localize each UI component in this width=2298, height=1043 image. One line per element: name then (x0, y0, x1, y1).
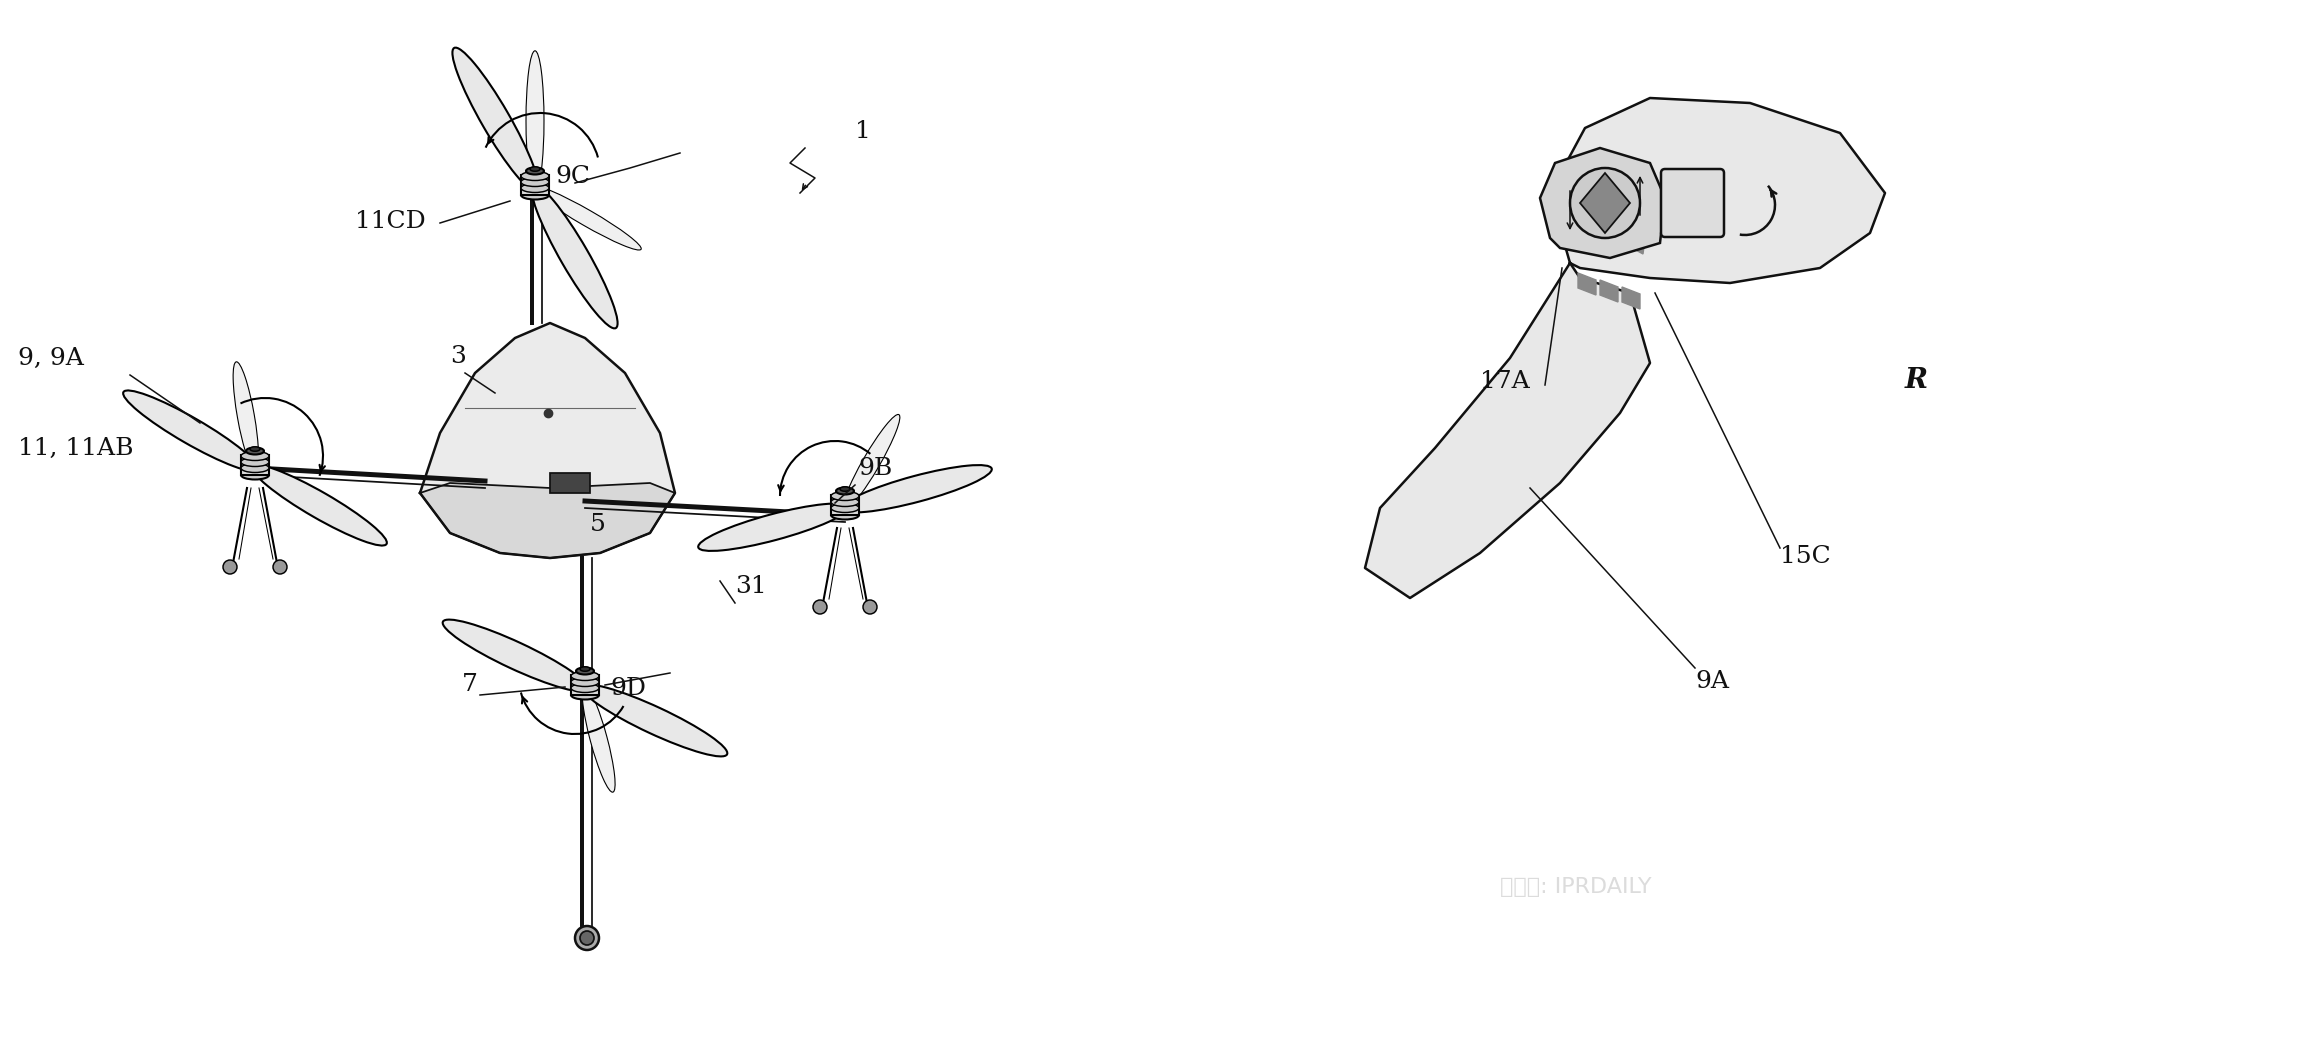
Ellipse shape (841, 487, 850, 491)
Ellipse shape (253, 465, 386, 545)
Polygon shape (1549, 98, 1884, 283)
Ellipse shape (522, 171, 549, 180)
Ellipse shape (241, 463, 269, 472)
Circle shape (574, 926, 600, 950)
Text: 9A: 9A (1696, 670, 1728, 693)
Polygon shape (421, 323, 676, 558)
Ellipse shape (522, 191, 549, 199)
Ellipse shape (531, 185, 618, 329)
Circle shape (273, 560, 287, 574)
Polygon shape (549, 472, 591, 493)
Ellipse shape (522, 177, 549, 187)
Circle shape (1570, 168, 1641, 238)
Circle shape (579, 931, 593, 945)
Polygon shape (1365, 263, 1650, 598)
Ellipse shape (250, 446, 260, 452)
Ellipse shape (579, 666, 591, 672)
Polygon shape (522, 175, 549, 195)
Text: 11CD: 11CD (354, 210, 425, 233)
Polygon shape (1599, 280, 1618, 302)
Ellipse shape (836, 487, 855, 494)
Text: 微信号: IPRDAILY: 微信号: IPRDAILY (1501, 877, 1652, 897)
Polygon shape (1599, 221, 1620, 246)
Text: 7: 7 (462, 673, 478, 696)
Ellipse shape (843, 414, 901, 510)
Circle shape (223, 560, 237, 574)
Text: R: R (1905, 367, 1928, 394)
Polygon shape (832, 495, 859, 515)
Text: 15C: 15C (1781, 545, 1832, 568)
Ellipse shape (570, 672, 600, 680)
Ellipse shape (570, 678, 600, 686)
Ellipse shape (241, 452, 269, 461)
Text: 17A: 17A (1480, 370, 1530, 393)
Text: 9B: 9B (857, 457, 892, 480)
Circle shape (813, 600, 827, 614)
Ellipse shape (570, 683, 600, 693)
Text: 5: 5 (591, 513, 607, 536)
Ellipse shape (526, 168, 545, 174)
Ellipse shape (832, 510, 859, 519)
Ellipse shape (699, 504, 848, 551)
FancyBboxPatch shape (1661, 169, 1724, 237)
Polygon shape (1581, 173, 1629, 233)
Text: 9D: 9D (609, 677, 646, 700)
Text: 9C: 9C (556, 165, 591, 188)
Polygon shape (421, 483, 676, 558)
Ellipse shape (832, 491, 859, 501)
Polygon shape (241, 455, 269, 475)
Ellipse shape (832, 498, 859, 507)
Ellipse shape (581, 684, 728, 756)
Ellipse shape (246, 447, 264, 455)
Ellipse shape (533, 186, 641, 250)
Ellipse shape (241, 470, 269, 480)
Polygon shape (1579, 273, 1597, 295)
Text: 9, 9A: 9, 9A (18, 347, 83, 370)
Polygon shape (1622, 287, 1641, 309)
Ellipse shape (453, 48, 538, 191)
Ellipse shape (232, 362, 260, 470)
Ellipse shape (526, 51, 545, 191)
Polygon shape (1574, 213, 1595, 238)
Text: 1: 1 (855, 120, 871, 143)
Ellipse shape (581, 686, 616, 793)
Ellipse shape (444, 620, 588, 692)
Circle shape (864, 600, 878, 614)
Ellipse shape (531, 167, 540, 171)
Polygon shape (1540, 148, 1666, 258)
Ellipse shape (124, 390, 257, 471)
Text: 11, 11AB: 11, 11AB (18, 437, 133, 460)
Ellipse shape (570, 690, 600, 700)
Ellipse shape (577, 668, 593, 675)
Ellipse shape (522, 184, 549, 193)
Polygon shape (570, 675, 600, 695)
Ellipse shape (832, 504, 859, 512)
Text: 31: 31 (735, 575, 768, 598)
Ellipse shape (841, 465, 993, 512)
Ellipse shape (241, 458, 269, 466)
Text: 3: 3 (450, 345, 466, 368)
Polygon shape (1625, 229, 1645, 254)
